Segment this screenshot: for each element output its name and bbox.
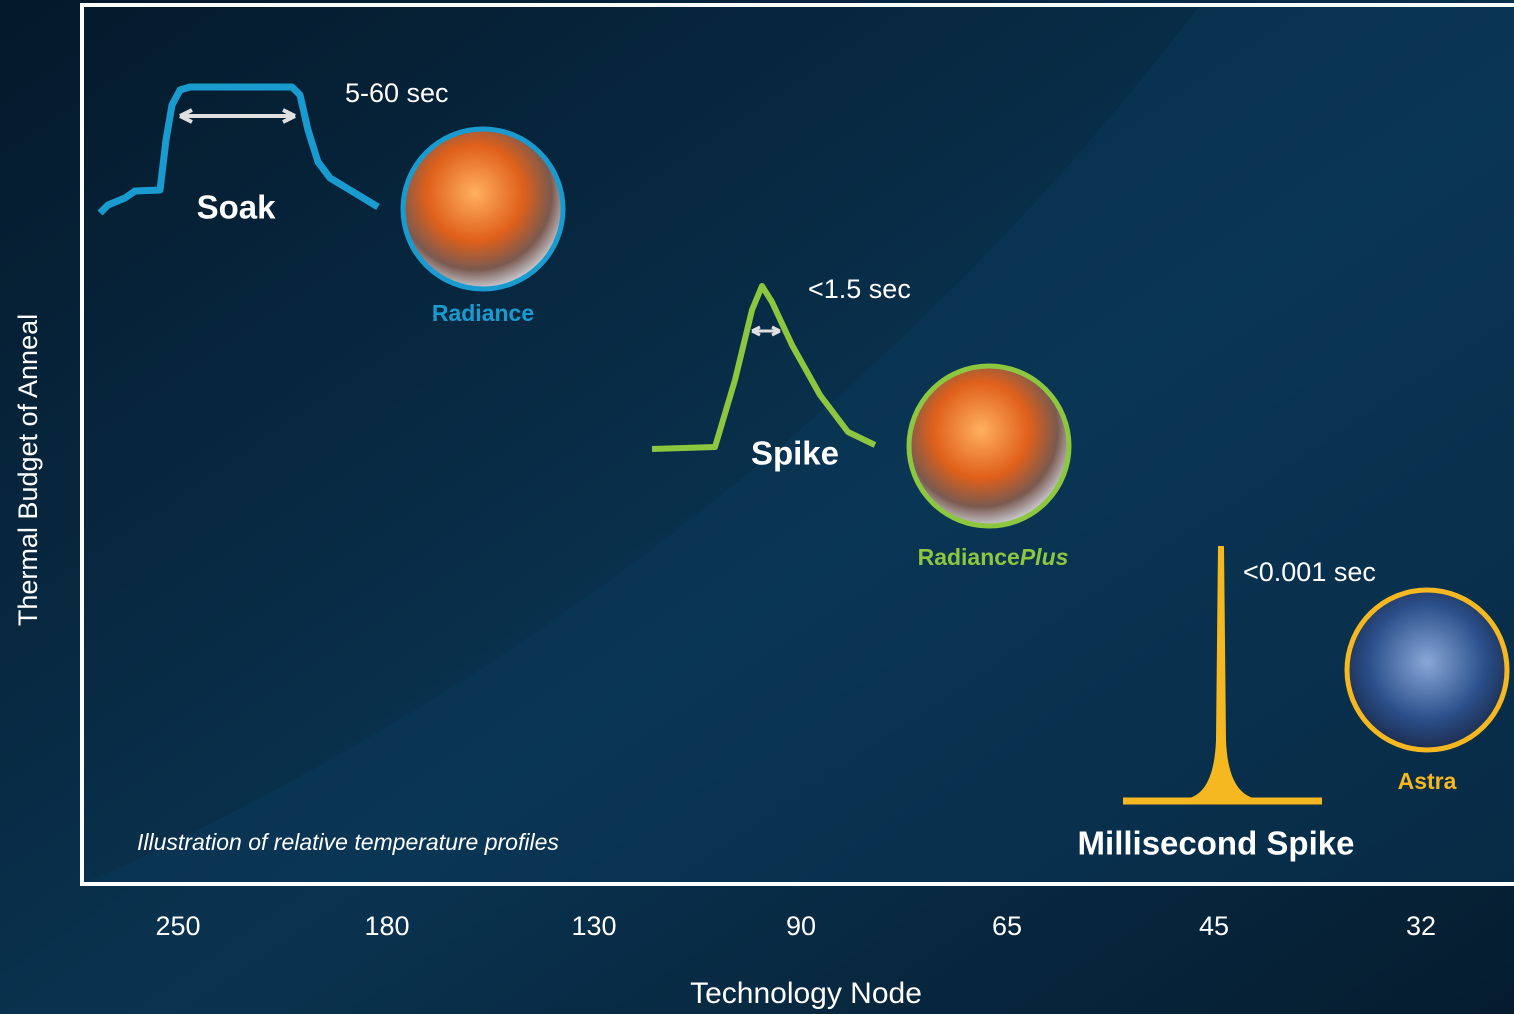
profile-label: Millisecond Spike: [1078, 825, 1355, 862]
duration: <1.5 sec: [808, 274, 911, 304]
x-tick-label: 130: [571, 911, 616, 941]
product-name-part: Radiance: [918, 544, 1020, 570]
product-name-part: Plus: [1020, 544, 1069, 570]
product-name: Radiance: [432, 300, 534, 326]
note: Illustration of relative temperature pro…: [137, 829, 559, 855]
duration: <0.001 sec: [1243, 557, 1376, 587]
product-name: Astra: [1398, 768, 1457, 794]
product-image: [1347, 590, 1507, 750]
profile-label: Soak: [197, 189, 277, 226]
x-tick-label: 45: [1199, 911, 1229, 941]
x-tick-label: 180: [364, 911, 409, 941]
product-image: [403, 129, 563, 289]
x-axis-label: Technology Node: [690, 977, 922, 1010]
duration: 5-60 sec: [345, 78, 449, 108]
x-tick-label: 32: [1406, 911, 1436, 941]
x-tick-label: 65: [992, 911, 1022, 941]
product-name: RadiancePlus: [918, 544, 1069, 570]
x-tick-label: 90: [786, 911, 816, 941]
x-tick-label: 250: [155, 911, 200, 941]
profile-label: Spike: [751, 435, 839, 472]
page: Thermal Budget of Anneal Technology Node…: [0, 0, 1514, 1014]
product-image: [909, 366, 1069, 526]
y-axis-label: Thermal Budget of Anneal: [13, 314, 43, 626]
slide: Thermal Budget of Anneal Technology Node…: [0, 0, 1514, 1014]
